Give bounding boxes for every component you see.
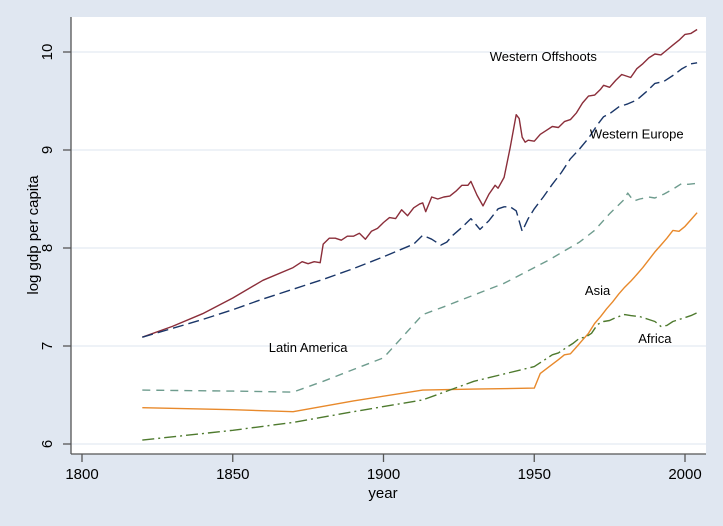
y-tick-label: 8 [39, 244, 56, 252]
x-tick-label: 1900 [367, 466, 400, 483]
series-label-western-europe: Western Europe [590, 126, 684, 141]
x-tick-label: 1950 [518, 466, 551, 483]
series-line-africa [142, 312, 698, 441]
x-tick-label: 2000 [668, 466, 701, 483]
series-label-latin-america: Latin America [269, 340, 349, 355]
series-line-asia [142, 212, 698, 413]
series-label-western-offshoots: Western Offshoots [490, 49, 598, 64]
plot-area [71, 17, 706, 454]
series-label-africa: Africa [638, 331, 672, 346]
x-axis-ticks: 1800 1850 1900 1950 2000 [65, 454, 702, 483]
y-tick-label: 10 [39, 44, 56, 61]
x-tick-label: 1800 [65, 466, 98, 483]
series-line-latin-america [142, 182, 698, 393]
y-tick-label: 7 [39, 342, 56, 350]
y-tick-label: 9 [39, 146, 56, 154]
y-axis-ticks: 6 7 8 9 10 [39, 44, 71, 448]
x-axis-title: year [368, 485, 397, 502]
series-line-western-offshoots [142, 28, 698, 338]
series-lines [142, 28, 698, 441]
x-tick-label: 1850 [216, 466, 249, 483]
series-label-asia: Asia [585, 283, 611, 298]
y-tick-label: 6 [39, 440, 56, 448]
series-line-western-europe [142, 62, 698, 338]
gridlines [71, 51, 706, 445]
series-labels: Western Offshoots Western Europe Latin Ame… [269, 49, 684, 355]
y-axis-title: log gdp per capita [25, 175, 42, 295]
